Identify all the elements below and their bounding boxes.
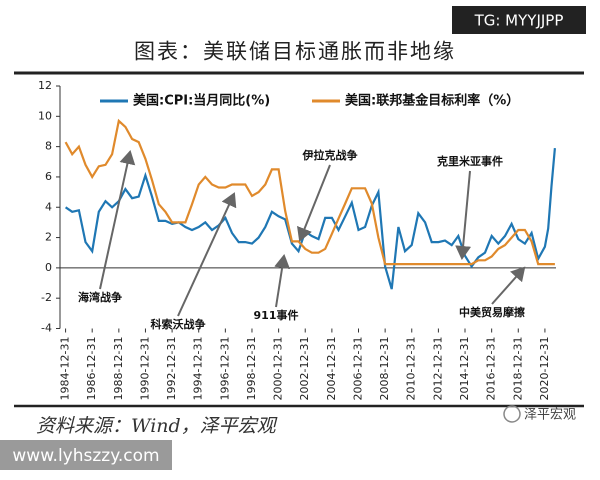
- annotation: 克里米亚事件: [437, 154, 503, 168]
- y-tick-label: 0: [45, 261, 52, 274]
- chart-title: 图表：美联储目标通胀而非地缘: [134, 40, 456, 64]
- x-tick-label: 1990-12-31: [138, 337, 151, 401]
- brand: 泽平宏观: [524, 408, 576, 423]
- site: www.lyhszzy.com: [12, 446, 159, 466]
- annotation: 海湾战争: [78, 290, 122, 304]
- watermark-box: [452, 6, 586, 34]
- x-tick-label: 1986-12-31: [85, 337, 98, 401]
- annotation-arrow: [491, 266, 526, 305]
- annotation: 科索沃战争: [151, 317, 206, 331]
- legend-label: 美国:联邦基金目标利率（%）: [345, 93, 519, 109]
- x-tick-label: 1994-12-31: [192, 337, 205, 401]
- source: 资料来源：Wind，泽平宏观: [36, 415, 278, 437]
- x-tick-label: 1998-12-31: [245, 337, 258, 401]
- annotation-arrow: [99, 150, 136, 290]
- x-tick-label: 2018-12-31: [511, 337, 524, 401]
- annotation: 911事件: [254, 308, 299, 322]
- y-tick-label: 10: [38, 109, 52, 122]
- annotation-arrow: [297, 164, 331, 242]
- site-box: [0, 440, 172, 470]
- y-tick-label: 12: [38, 79, 52, 92]
- y-tick-label: 8: [45, 140, 52, 153]
- legend-label: 美国:CPI:当月同比(%): [133, 93, 270, 109]
- series-line: [64, 148, 556, 290]
- plot: -4 -2 0 2 4 6 8 10 12 1984-12-31 1986-12-31 1988-12…: [38, 79, 556, 400]
- series-line: [64, 118, 555, 266]
- y-tick-label: 4: [45, 200, 52, 213]
- annotation-arrow: [455, 170, 472, 260]
- x-tick-label: 2004-12-31: [325, 337, 338, 401]
- annotation: 伊拉克战争: [302, 148, 358, 162]
- x-tick-label: 2002-12-31: [298, 337, 311, 401]
- annotation: 中美贸易摩擦: [459, 305, 525, 319]
- y-tick-label: -4: [41, 322, 52, 335]
- y-tick-label: 2: [45, 231, 52, 244]
- x-tick-label: 2008-12-31: [378, 337, 391, 401]
- annotation-arrow: [274, 254, 291, 308]
- x-tick-label: 1992-12-31: [165, 337, 178, 401]
- x-tick-label: 2020-12-31: [538, 337, 551, 401]
- x-tick-label: 1988-12-31: [112, 337, 125, 401]
- x-tick-label: 2014-12-31: [458, 337, 471, 401]
- x-tick-label: 1996-12-31: [218, 337, 231, 401]
- x-tick-label: 2012-12-31: [431, 337, 444, 401]
- y-tick-label: -2: [41, 291, 52, 304]
- x-tick-label: 2006-12-31: [351, 337, 364, 401]
- x-tick-label: 2016-12-31: [485, 337, 498, 401]
- watermark: TG: MYYJJPP: [474, 12, 564, 30]
- x-tick-label: 2000-12-31: [272, 337, 285, 401]
- x-tick-label: 1984-12-31: [59, 337, 72, 401]
- y-tick-label: 6: [45, 170, 52, 183]
- x-tick-label: 2010-12-31: [405, 337, 418, 401]
- brand-icon: [503, 405, 521, 423]
- annotation-arrow: [177, 192, 237, 317]
